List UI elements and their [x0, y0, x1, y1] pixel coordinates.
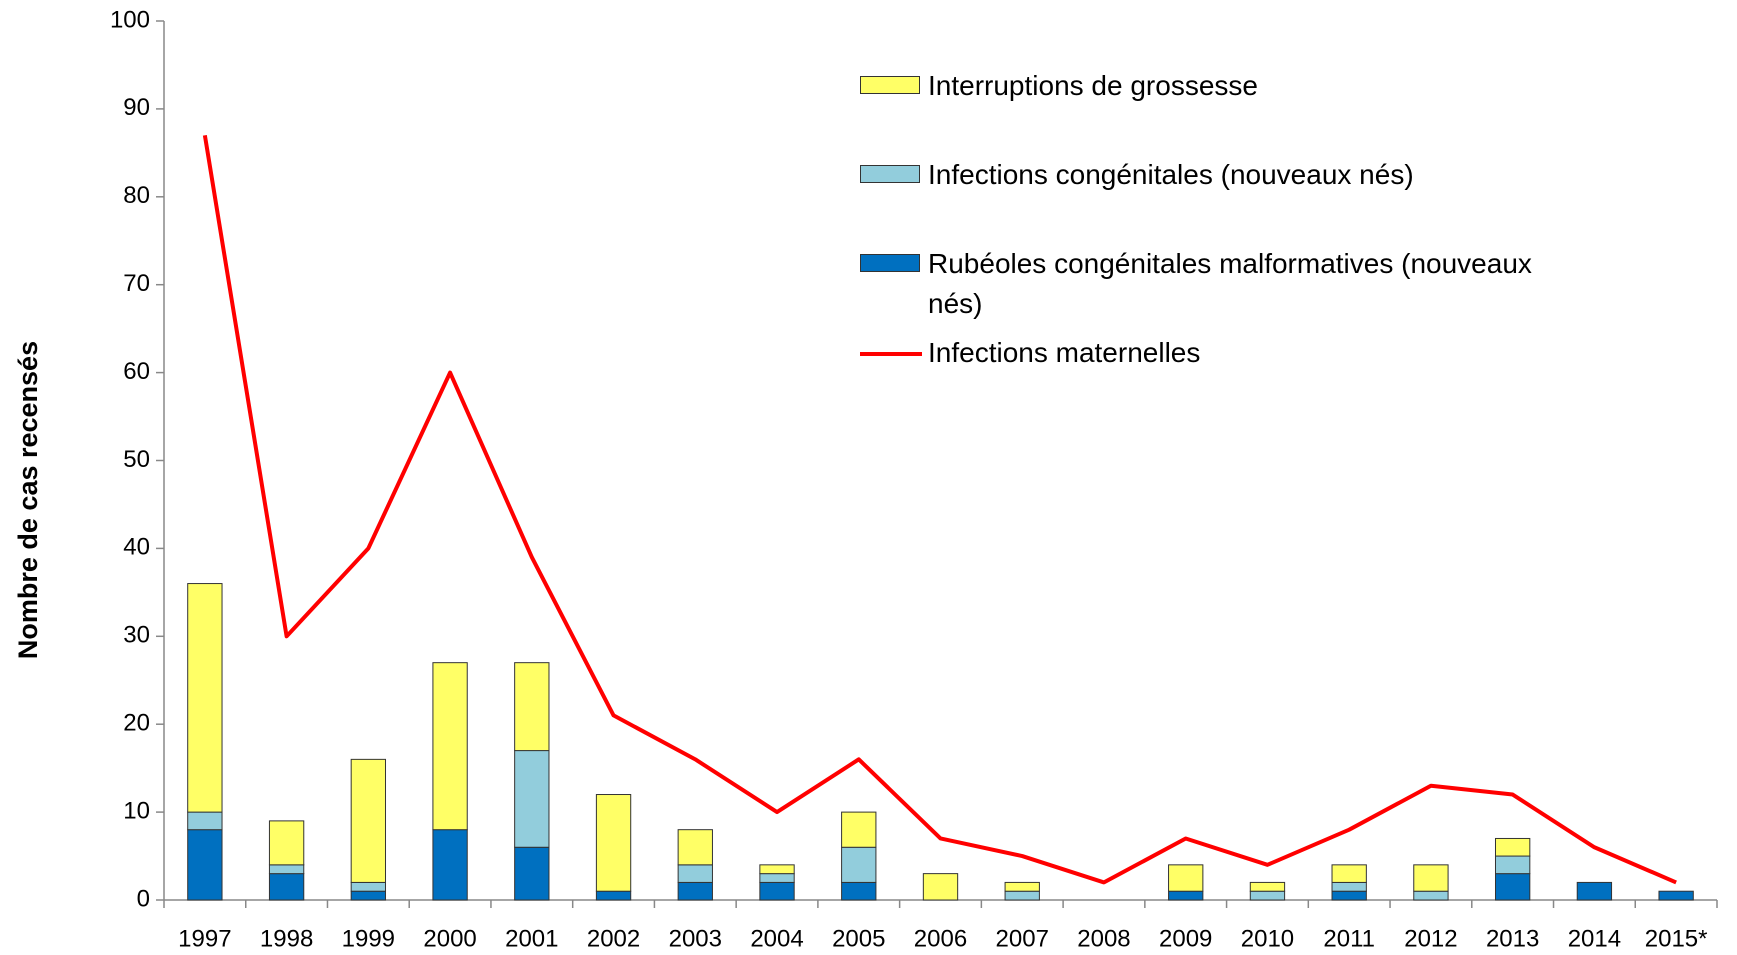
y-tick-label: 10: [123, 797, 150, 824]
x-tick-label: 2009: [1159, 925, 1212, 952]
y-tick-label: 0: [137, 885, 150, 912]
bar-segment: [268, 820, 305, 866]
bar-segment: [268, 873, 305, 901]
legend-label: Infections maternelles: [928, 337, 1201, 368]
bar-segment: [187, 829, 223, 901]
legend-item: Infections congénitales (nouveaux nés): [860, 155, 1580, 195]
x-tick-label: 2006: [914, 925, 967, 952]
bar-segment: [1576, 881, 1613, 901]
bar-segment: [1004, 890, 1040, 901]
x-tick-label: 2001: [505, 925, 558, 952]
bar-segment: [1331, 881, 1367, 892]
bar-segment: [187, 811, 223, 831]
y-tick-label: 20: [123, 710, 150, 737]
bar-segment: [595, 794, 632, 892]
x-tick-label: 1997: [178, 925, 231, 952]
bar-segment: [1168, 890, 1204, 901]
bar-segment: [1331, 864, 1367, 883]
bar-segment: [350, 758, 387, 883]
y-tick-label: 90: [123, 94, 150, 121]
legend-item: Infections maternelles: [860, 333, 1580, 373]
bar-segment: [677, 864, 713, 883]
x-tick-label: 2011: [1323, 925, 1375, 952]
bar-segment: [514, 662, 550, 752]
legend-label: Interruptions de grossesse: [928, 70, 1258, 101]
x-tick-label: 2015*: [1645, 925, 1708, 952]
bar-segment: [677, 881, 713, 901]
y-tick-label: 30: [123, 622, 150, 649]
x-tick-label: 2002: [587, 925, 640, 952]
bar-segment: [595, 890, 632, 901]
bar-segment: [1658, 890, 1694, 901]
x-tick-label: 2004: [750, 925, 803, 952]
bar-segment: [677, 829, 713, 866]
x-tick-label: 2014: [1568, 925, 1621, 952]
bar-segment: [1004, 881, 1040, 892]
x-tick-label: 2007: [996, 925, 1049, 952]
bar-segment: [1331, 890, 1367, 901]
x-tick-label: 1999: [342, 925, 395, 952]
x-tick-label: 1998: [260, 925, 313, 952]
bar-segment: [841, 811, 877, 848]
bar-segment: [1168, 864, 1204, 892]
legend-swatch: [860, 76, 920, 94]
x-tick-label: 2003: [669, 925, 722, 952]
x-tick-label: 2010: [1241, 925, 1294, 952]
y-tick-label: 80: [123, 182, 150, 209]
y-tick-label: 70: [123, 270, 150, 297]
bar-segment: [187, 583, 223, 813]
bar-segment: [514, 846, 550, 901]
bar-segment: [268, 864, 305, 875]
bar-segment: [1413, 864, 1449, 892]
bar-segment: [841, 846, 877, 883]
bar-segment: [432, 829, 468, 901]
legend: Interruptions de grossesse Infections con…: [860, 66, 1580, 422]
legend-label: Rubéoles congénitales malformatives (nou…: [928, 248, 1532, 319]
y-tick-label: 50: [123, 446, 150, 473]
bar-segment: [1413, 890, 1449, 901]
bar-segment: [514, 750, 550, 848]
bar-segment: [759, 864, 795, 875]
y-axis-label: Nombre de cas recensés: [13, 341, 43, 659]
legend-item: Rubéoles congénitales malformatives (nou…: [860, 244, 1580, 324]
y-tick-label: 100: [110, 6, 150, 33]
bar-segment: [1249, 890, 1286, 901]
legend-swatch: [860, 165, 920, 183]
bar-segment: [432, 662, 468, 831]
x-tick-label: 2005: [832, 925, 885, 952]
bar-segment: [759, 873, 795, 883]
x-tick-label: 2008: [1077, 925, 1130, 952]
legend-label: Infections congénitales (nouveaux nés): [928, 159, 1414, 190]
x-tick-label: 2013: [1486, 925, 1539, 952]
bar-segment: [350, 890, 387, 901]
y-tick-label: 60: [123, 358, 150, 385]
bar-segment: [350, 881, 387, 892]
legend-swatch: [860, 254, 920, 272]
line: [202, 134, 1677, 885]
legend-item: Interruptions de grossesse: [860, 66, 1580, 106]
bar-segment: [759, 881, 795, 901]
bar-segment: [922, 873, 959, 901]
x-tick-label: 2000: [423, 925, 476, 952]
bar-segment: [1494, 855, 1531, 875]
bar-segment: [1249, 881, 1286, 892]
x-tick-label: 2012: [1404, 925, 1457, 952]
legend-swatch: [860, 352, 922, 356]
bar-segment: [841, 881, 877, 901]
bar-segment: [1494, 873, 1531, 901]
y-tick-label: 40: [123, 534, 150, 561]
bar-segment: [1494, 837, 1531, 857]
